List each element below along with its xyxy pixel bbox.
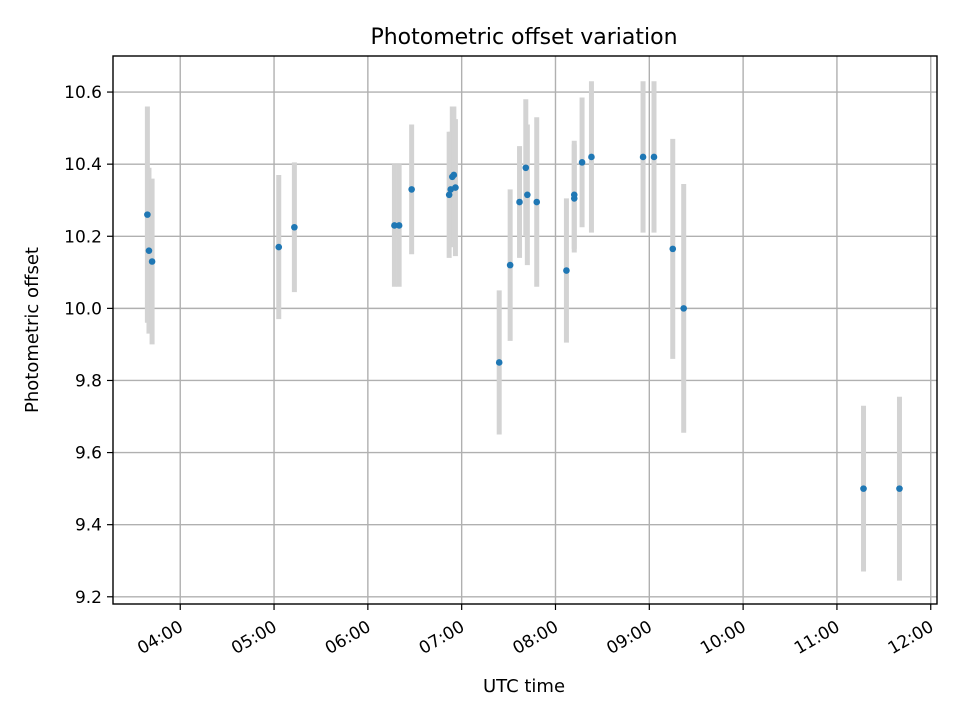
data-point <box>408 186 415 193</box>
data-point <box>452 184 459 191</box>
x-tick-label: 06:00 <box>322 617 374 659</box>
y-tick-label: 9.4 <box>75 516 102 536</box>
data-point <box>516 198 523 206</box>
y-axis-ticks: 9.2 9.4 9.6 9.8 10.0 10.2 10.4 10.6 <box>64 83 113 608</box>
data-point <box>650 153 658 161</box>
x-tick-label: 09:00 <box>603 617 655 659</box>
chart-title: Photometric offset variation <box>370 25 677 50</box>
y-tick-label: 10.2 <box>64 227 102 247</box>
data-point <box>860 485 867 492</box>
y-tick-label: 10.6 <box>64 83 102 103</box>
data-point <box>144 211 151 218</box>
x-tick-label: 10:00 <box>697 617 749 659</box>
data-point <box>578 159 586 166</box>
x-tick-label: 08:00 <box>510 617 562 659</box>
data-point <box>445 191 453 199</box>
data-point <box>570 191 578 199</box>
data-point <box>669 245 677 253</box>
x-tick-label: 05:00 <box>228 617 280 659</box>
data-point <box>495 359 503 366</box>
data-point <box>588 153 595 161</box>
x-grid-lines <box>179 56 932 604</box>
y-tick-label: 9.2 <box>75 588 102 608</box>
data-point <box>524 191 531 199</box>
data-point <box>563 267 570 274</box>
y-grid-lines <box>113 91 937 598</box>
y-tick-label: 9.8 <box>75 371 102 391</box>
y-tick-label: 10.0 <box>64 299 102 319</box>
data-point <box>639 153 647 161</box>
data-point <box>395 222 403 229</box>
data-point <box>275 243 283 251</box>
data-point <box>533 198 541 206</box>
plot-area-frame <box>112 55 938 605</box>
x-tick-label: 11:00 <box>791 617 843 659</box>
data-point <box>145 247 153 254</box>
data-point <box>522 164 530 172</box>
x-axis-label: UTC time <box>483 676 565 697</box>
data-point <box>680 305 688 312</box>
data-point <box>291 223 298 231</box>
x-tick-label: 12:00 <box>885 617 937 659</box>
y-tick-label: 9.6 <box>75 444 102 464</box>
x-tick-label: 04:00 <box>134 617 186 659</box>
data-point <box>896 485 903 492</box>
y-axis-label: Photometric offset <box>22 247 43 413</box>
data-point <box>506 261 514 269</box>
data-point <box>450 171 458 179</box>
data-point <box>148 258 156 265</box>
data-points <box>144 153 903 492</box>
x-tick-label: 07:00 <box>416 617 468 659</box>
y-tick-label: 10.4 <box>64 155 102 175</box>
error-bars <box>144 81 902 581</box>
x-axis-ticks: 04:00 05:00 06:00 07:00 08:00 09:00 10:00 11:00… <box>134 604 937 659</box>
data-point <box>391 222 398 229</box>
